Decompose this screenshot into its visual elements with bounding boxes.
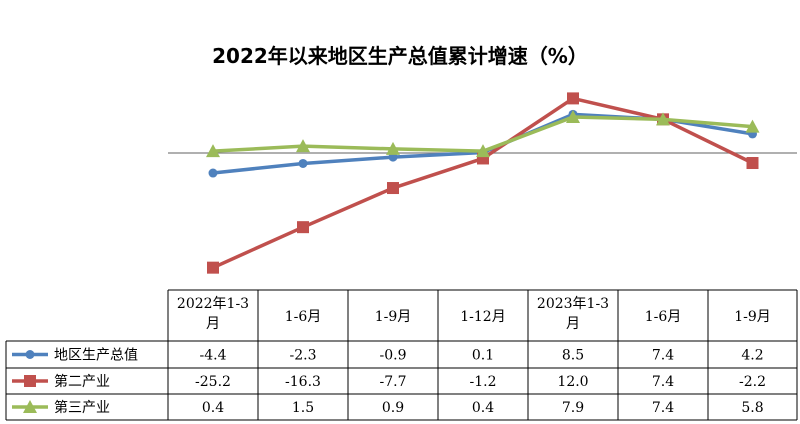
series-2-point-2 bbox=[297, 221, 309, 234]
legend-label-3: 第三产业 bbox=[54, 399, 110, 416]
legend-key-marker-3 bbox=[23, 400, 37, 413]
legend-label-2: 第二产业 bbox=[54, 373, 110, 390]
legend-label-1: 地区生产总值 bbox=[54, 348, 138, 364]
category-label-2: 1-6月 bbox=[285, 309, 322, 325]
table-cell-s1-c2: -2.3 bbox=[290, 348, 317, 364]
table-cell-s3-c3: 0.9 bbox=[382, 400, 404, 416]
table-cell-s1-c3: -0.9 bbox=[380, 348, 407, 364]
series-line-2 bbox=[212, 96, 754, 270]
table-cell-s3-c6: 7.4 bbox=[652, 400, 674, 416]
table-cell-s1-c7: 4.2 bbox=[741, 348, 763, 364]
table-cell-s3-c4: 0.4 bbox=[472, 400, 494, 416]
category-label-4: 1-12月 bbox=[460, 309, 505, 325]
table-cell-s2-c7: -2.2 bbox=[739, 374, 766, 390]
series-2-point-3 bbox=[387, 182, 399, 195]
series-1-point-2 bbox=[298, 158, 308, 168]
table-cell-s1-c6: 7.4 bbox=[652, 348, 674, 364]
category-label-3: 1-9月 bbox=[375, 309, 412, 325]
legend-key-marker-1 bbox=[25, 350, 35, 359]
table-cell-s2-c5: 12.0 bbox=[557, 374, 588, 390]
category-label-5-line-2: 月 bbox=[566, 316, 580, 332]
series-2-point-1 bbox=[207, 261, 219, 274]
series-3-point-7 bbox=[745, 119, 760, 133]
legend-key-marker-2 bbox=[24, 375, 36, 387]
chart-title: 2022年以来地区生产总值累计增速（%） bbox=[212, 44, 588, 68]
series-2-point-7 bbox=[746, 157, 759, 170]
table-cell-s2-c4: -1.2 bbox=[470, 374, 497, 390]
series-1-point-1 bbox=[208, 168, 218, 178]
series-3-point-1 bbox=[206, 144, 220, 158]
category-label-5-line-1: 2023年1-3 bbox=[537, 296, 609, 312]
data-table: 2022年1-3 月 1-6月 1-9月 1-12月 2023年1-3 月 1-6月 1-9月地… bbox=[5, 289, 798, 421]
table-cell-s3-c2: 1.5 bbox=[292, 400, 314, 416]
table-cell-s1-c1: -4.4 bbox=[200, 348, 227, 364]
category-label-7: 1-9月 bbox=[734, 309, 771, 325]
table-cell-s3-c5: 7.9 bbox=[562, 400, 584, 416]
series-3-point-6 bbox=[656, 112, 670, 126]
plot-area bbox=[206, 92, 760, 274]
series-3-point-5 bbox=[566, 110, 580, 124]
table-cell-s2-c3: -7.7 bbox=[380, 374, 407, 390]
series-3-point-3 bbox=[386, 141, 400, 155]
category-label-6: 1-6月 bbox=[645, 309, 682, 325]
table-cell-s2-c1: -25.2 bbox=[195, 374, 231, 390]
series-2-point-5 bbox=[567, 92, 579, 105]
table-cell-s2-c2: -16.3 bbox=[285, 374, 321, 390]
table-cell-s2-c6: 7.4 bbox=[652, 374, 674, 390]
series-3-point-2 bbox=[296, 139, 310, 153]
table-cell-s1-c4: 0.1 bbox=[472, 348, 494, 364]
table-cell-s1-c5: 8.5 bbox=[562, 348, 584, 364]
series-3-point-4 bbox=[476, 144, 490, 158]
category-label-1-line-1: 2022年1-3 bbox=[177, 296, 249, 312]
table-cell-s3-c7: 5.8 bbox=[741, 400, 763, 416]
category-label-1-line-2: 月 bbox=[206, 316, 220, 332]
table-cell-s3-c1: 0.4 bbox=[202, 400, 224, 416]
